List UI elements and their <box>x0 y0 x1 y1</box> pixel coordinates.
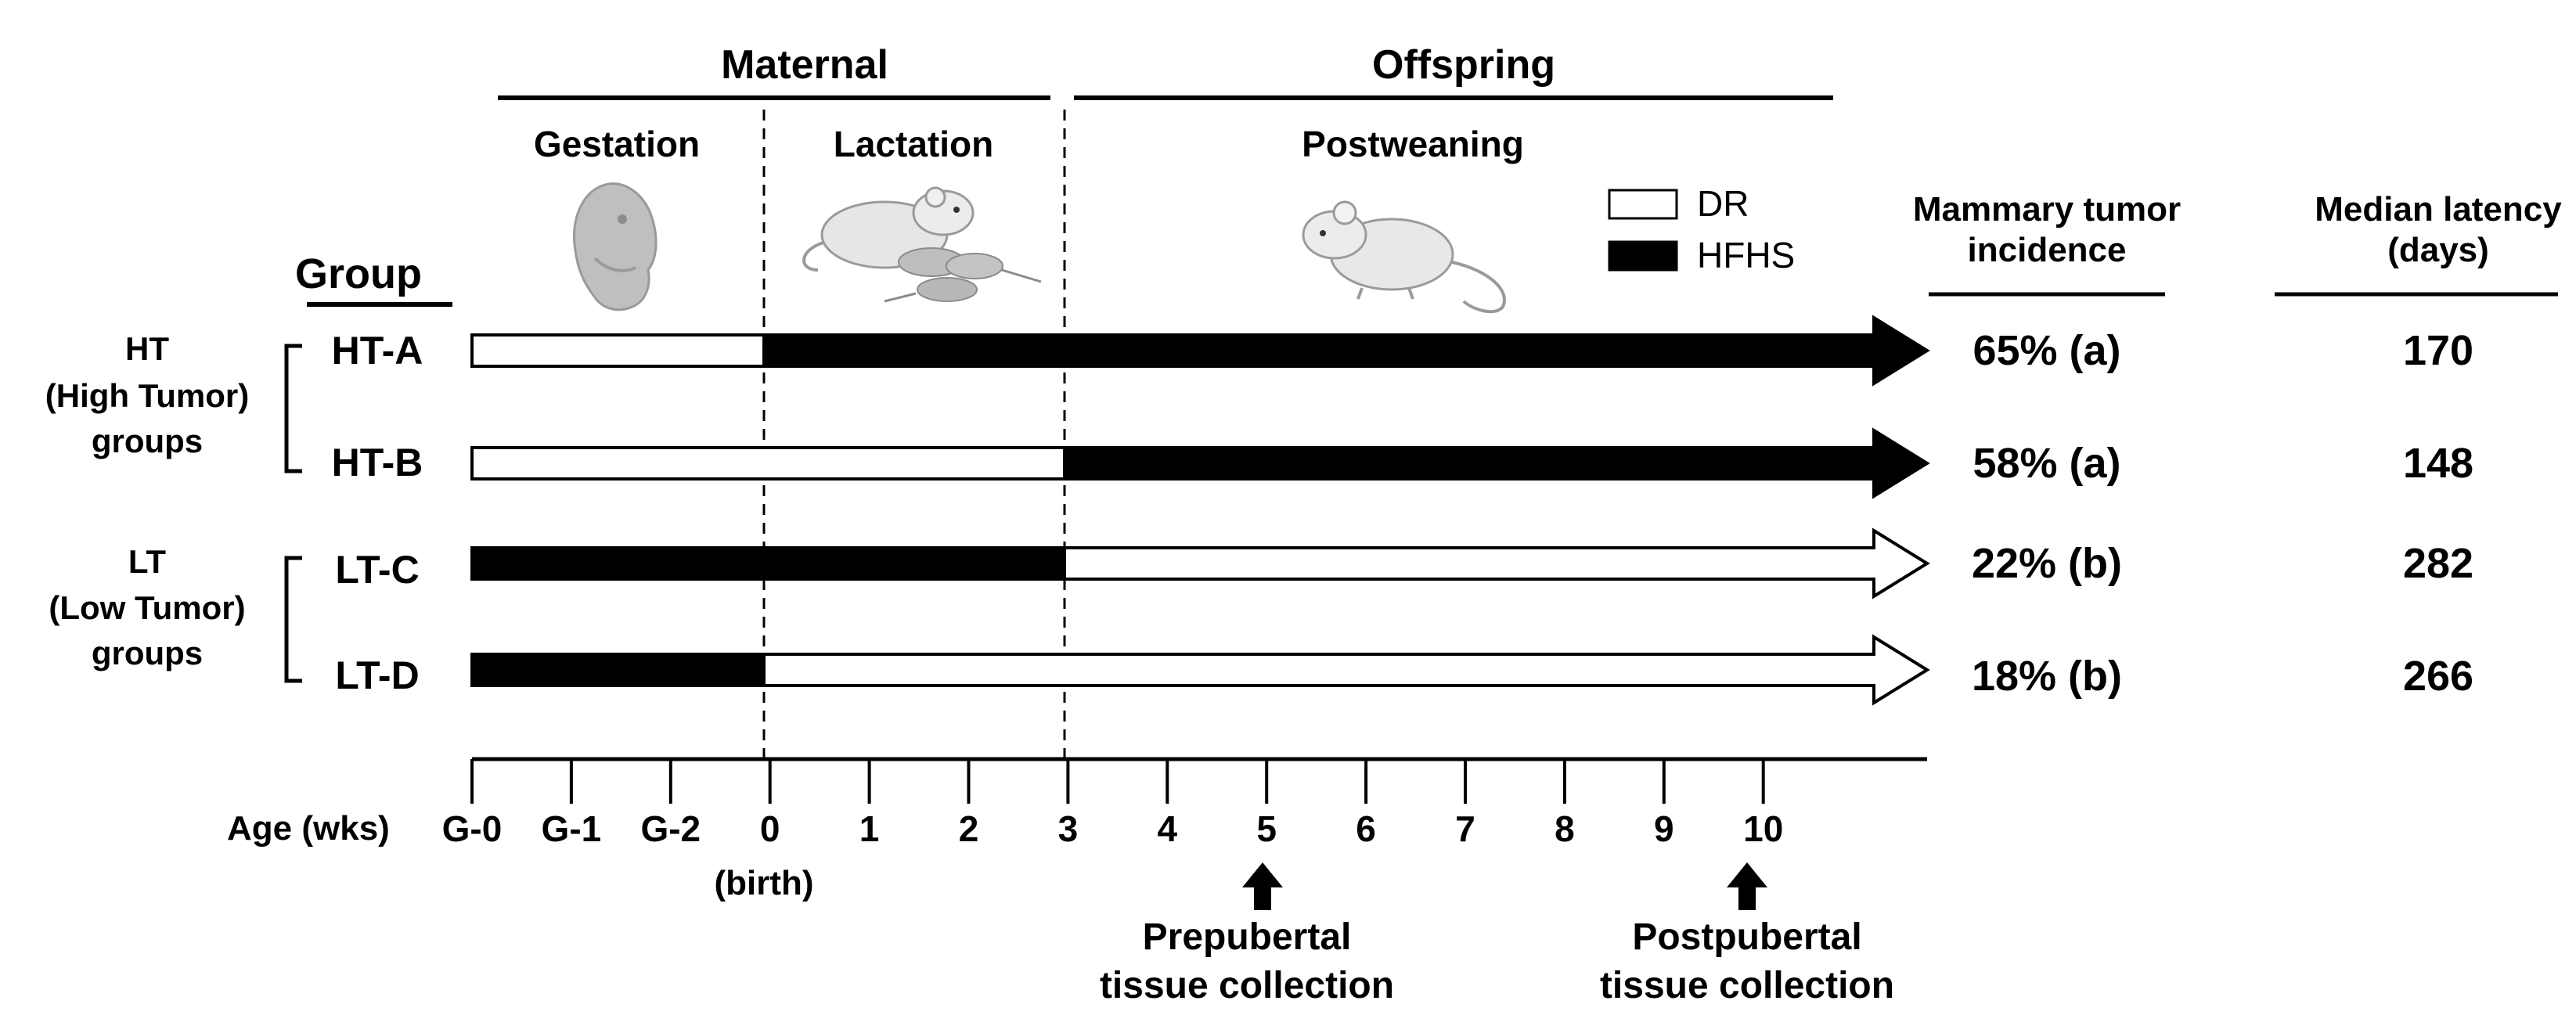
age-axis-ticks: G-0 G-1 G-2 0 1 2 3 4 5 6 7 8 9 10 <box>442 759 1783 849</box>
hfhs-diet-arrow <box>762 315 1930 387</box>
lactation-label: Lactation <box>834 124 993 164</box>
axis-tick-label: 7 <box>1455 808 1475 849</box>
axis-tick-label: 3 <box>1058 808 1079 849</box>
collection-label-line2: tissue collection <box>1600 965 1894 1006</box>
lt-code: LT <box>128 543 167 580</box>
axis-tick-label: 6 <box>1356 808 1376 849</box>
incidence-header-line2: incidence <box>1968 231 2127 269</box>
group-row-lt-d: LT-D 18% (b) 266 <box>335 634 2473 706</box>
axis-tick-label: 9 <box>1654 808 1674 849</box>
axis-tick-label: 2 <box>959 808 979 849</box>
dr-diet-arrow <box>1063 527 1930 599</box>
lt-label-line2: groups <box>92 635 203 671</box>
ht-label-line2: groups <box>92 423 203 459</box>
legend-hfhs-label: HFHS <box>1697 235 1795 275</box>
ht-code: HT <box>125 330 169 367</box>
axis-tick-label: G-2 <box>640 808 701 849</box>
group-name: LT-C <box>335 548 419 592</box>
birth-note: (birth) <box>714 864 813 902</box>
axis-tick-label: G-1 <box>542 808 602 849</box>
mother-mouse-with-pups-icon <box>802 186 1042 303</box>
latency-value: 282 <box>2403 540 2473 587</box>
latency-header-line2: (days) <box>2387 231 2489 269</box>
latency-value: 148 <box>2403 440 2473 487</box>
mouse-icon <box>1302 200 1506 314</box>
age-axis-label: Age (wks) <box>227 809 390 848</box>
axis-tick-label: 4 <box>1158 808 1178 849</box>
up-arrow-icon <box>1727 862 1767 910</box>
lt-bracket <box>284 556 302 683</box>
group-name: LT-D <box>335 653 419 697</box>
fetus-icon <box>573 182 658 311</box>
group-header: Group <box>295 250 422 297</box>
latency-header-line1: Median latency <box>2315 190 2562 229</box>
axis-tick-label: G-0 <box>442 808 503 849</box>
postpubertal-collection-marker: Postpubertal tissue collection <box>1600 862 1894 1006</box>
collection-label-line1: Prepubertal <box>1143 916 1352 958</box>
offspring-label: Offspring <box>1372 42 1555 88</box>
group-row-ht-b: HT-B 58% (a) 148 <box>332 427 2473 499</box>
incidence-value: 18% (b) <box>1972 653 2122 700</box>
collection-label-line2: tissue collection <box>1100 965 1394 1006</box>
lt-label-line1: (Low Tumor) <box>49 589 245 626</box>
axis-tick-label: 10 <box>1743 808 1783 849</box>
ht-label-line1: (High Tumor) <box>45 377 250 414</box>
group-row-lt-c: LT-C 22% (b) 282 <box>335 527 2473 599</box>
legend-hfhs-swatch <box>1608 240 1678 272</box>
legend: DR HFHS <box>1608 183 1795 275</box>
axis-tick-label: 8 <box>1555 808 1575 849</box>
hfhs-diet-bar <box>470 546 1066 581</box>
incidence-value: 58% (a) <box>1973 440 2120 487</box>
up-arrow-icon <box>1242 862 1283 910</box>
axis-tick-label: 1 <box>859 808 880 849</box>
legend-dr-swatch <box>1608 189 1678 220</box>
collection-label-line1: Postpubertal <box>1632 916 1861 958</box>
latency-value: 170 <box>2403 327 2473 374</box>
axis-tick-label: 5 <box>1256 808 1277 849</box>
hfhs-diet-bar <box>470 653 766 687</box>
incidence-value: 65% (a) <box>1973 327 2120 374</box>
group-name: HT-B <box>332 441 423 484</box>
ht-bracket <box>284 344 302 473</box>
group-name: HT-A <box>332 329 423 373</box>
incidence-header-line1: Mammary tumor <box>1913 190 2181 229</box>
prepubertal-collection-marker: Prepubertal tissue collection <box>1100 862 1394 1006</box>
postweaning-label: Postweaning <box>1302 124 1524 164</box>
dr-diet-bar <box>470 333 766 368</box>
hfhs-diet-arrow <box>1063 427 1930 499</box>
legend-dr-label: DR <box>1697 183 1749 224</box>
incidence-value: 22% (b) <box>1972 540 2122 587</box>
maternal-label: Maternal <box>721 42 888 88</box>
gestation-label: Gestation <box>534 124 700 164</box>
dr-diet-bar <box>470 446 1066 481</box>
axis-tick-label: 0 <box>760 808 780 849</box>
latency-value: 266 <box>2403 653 2473 700</box>
dr-diet-arrow <box>762 634 1930 706</box>
group-row-ht-a: HT-A 65% (a) 170 <box>332 315 2473 387</box>
